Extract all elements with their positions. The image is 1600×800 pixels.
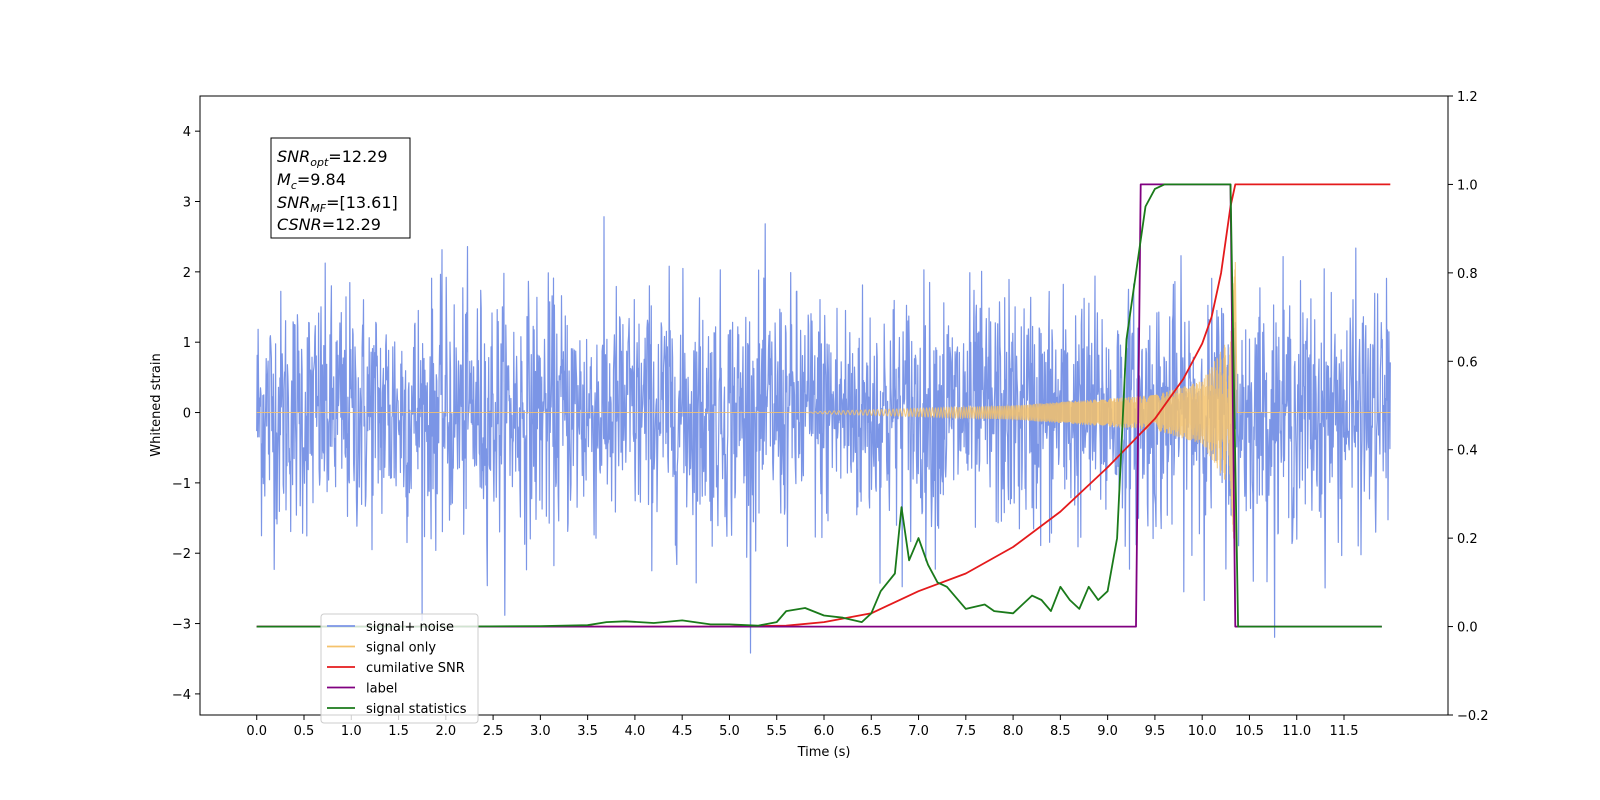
x-axis-label: Time (s) (797, 745, 851, 760)
y-left-tick-label: −1 (172, 477, 191, 492)
x-axis-ticks: 0.0 0.5 1.0 1.5 2.0 2.5 3.0 3.5 4.0 4.5 5.0 5.5 6.0 6… (246, 715, 1358, 739)
x-tick-label: 1.5 (388, 724, 409, 739)
y-left-tick-label: −4 (172, 688, 191, 703)
x-tick-label: 8.0 (1003, 724, 1024, 739)
legend-label: signal statistics (366, 702, 467, 717)
series-line-cumilative-snr (256, 183, 1391, 628)
x-tick-label: 7.5 (955, 724, 976, 739)
x-tick-label: 2.0 (435, 724, 456, 739)
y-axis-label: Whitened strain (149, 353, 164, 456)
annotation-csnr: CSNR=12.29 (277, 215, 381, 234)
legend-label: cumilative SNR (366, 661, 465, 676)
x-tick-label: 5.0 (719, 724, 740, 739)
legend-label: label (366, 682, 397, 697)
series-line-signal-statistics (256, 183, 1382, 628)
x-tick-label: 0.0 (246, 724, 267, 739)
x-tick-label: 0.5 (294, 724, 315, 739)
y-right-tick-label: 0.0 (1457, 621, 1478, 636)
y-left-tick-label: 2 (183, 266, 191, 281)
y-left-tick-label: 1 (183, 336, 191, 351)
x-tick-label: 9.5 (1145, 724, 1166, 739)
y-left-tick-label: 0 (183, 407, 191, 422)
y-right-tick-label: 0.2 (1457, 532, 1478, 547)
x-tick-label: 3.5 (577, 724, 598, 739)
series-line-signal-only (256, 261, 1391, 560)
x-tick-label: 9.0 (1097, 724, 1118, 739)
x-tick-label: 6.5 (861, 724, 882, 739)
annotation-snr-opt: SNRopt=12.29 (277, 147, 388, 169)
y-right-tick-label: 1.0 (1457, 178, 1478, 193)
legend: signal+ noise signal only cumilative SNR la… (320, 613, 479, 724)
series-line-signal-noise (256, 216, 1391, 654)
x-tick-label: 10.0 (1188, 724, 1217, 739)
x-tick-label: 8.5 (1050, 724, 1071, 739)
x-tick-label: 4.0 (625, 724, 646, 739)
y-left-tick-label: 4 (183, 125, 191, 140)
y-right-tick-label: 0.4 (1457, 444, 1478, 459)
x-tick-label: 1.0 (341, 724, 362, 739)
plot-series-layer (256, 183, 1391, 654)
y-left-tick-label: −3 (172, 618, 191, 633)
legend-label: signal+ noise (366, 620, 454, 635)
y-right-tick-label: 0.6 (1457, 355, 1478, 370)
legend-label: signal only (366, 641, 436, 656)
x-tick-label: 3.0 (530, 724, 551, 739)
x-tick-label: 10.5 (1235, 724, 1264, 739)
y-axis-left-ticks: 4 3 2 1 0 −1 −2 −3 −4 (172, 125, 200, 703)
y-left-tick-label: 3 (183, 196, 191, 211)
x-tick-label: 5.5 (766, 724, 787, 739)
y-right-tick-label: 0.8 (1457, 267, 1478, 282)
x-tick-label: 6.0 (814, 724, 835, 739)
y-right-tick-label: −0.2 (1457, 709, 1489, 724)
x-tick-label: 11.5 (1330, 724, 1359, 739)
x-tick-label: 11.0 (1282, 724, 1311, 739)
annotation-box: SNRopt=12.29 Mc=9.84 SNRMF=[13.61] CSNR=… (270, 137, 411, 239)
x-tick-label: 7.0 (908, 724, 929, 739)
y-right-tick-label: 1.2 (1457, 90, 1478, 105)
annotation-frame (270, 137, 411, 239)
y-axis-right-ticks: 1.2 1.0 0.8 0.6 0.4 0.2 0.0 −0.2 (1448, 90, 1489, 724)
x-tick-label: 4.5 (672, 724, 693, 739)
annotation-snr-mf: SNRMF=[13.61] (277, 193, 398, 215)
y-left-tick-label: −2 (172, 547, 191, 562)
legend-frame (320, 613, 479, 724)
annotation-mc: Mc=9.84 (277, 170, 346, 192)
x-tick-label: 2.5 (483, 724, 504, 739)
